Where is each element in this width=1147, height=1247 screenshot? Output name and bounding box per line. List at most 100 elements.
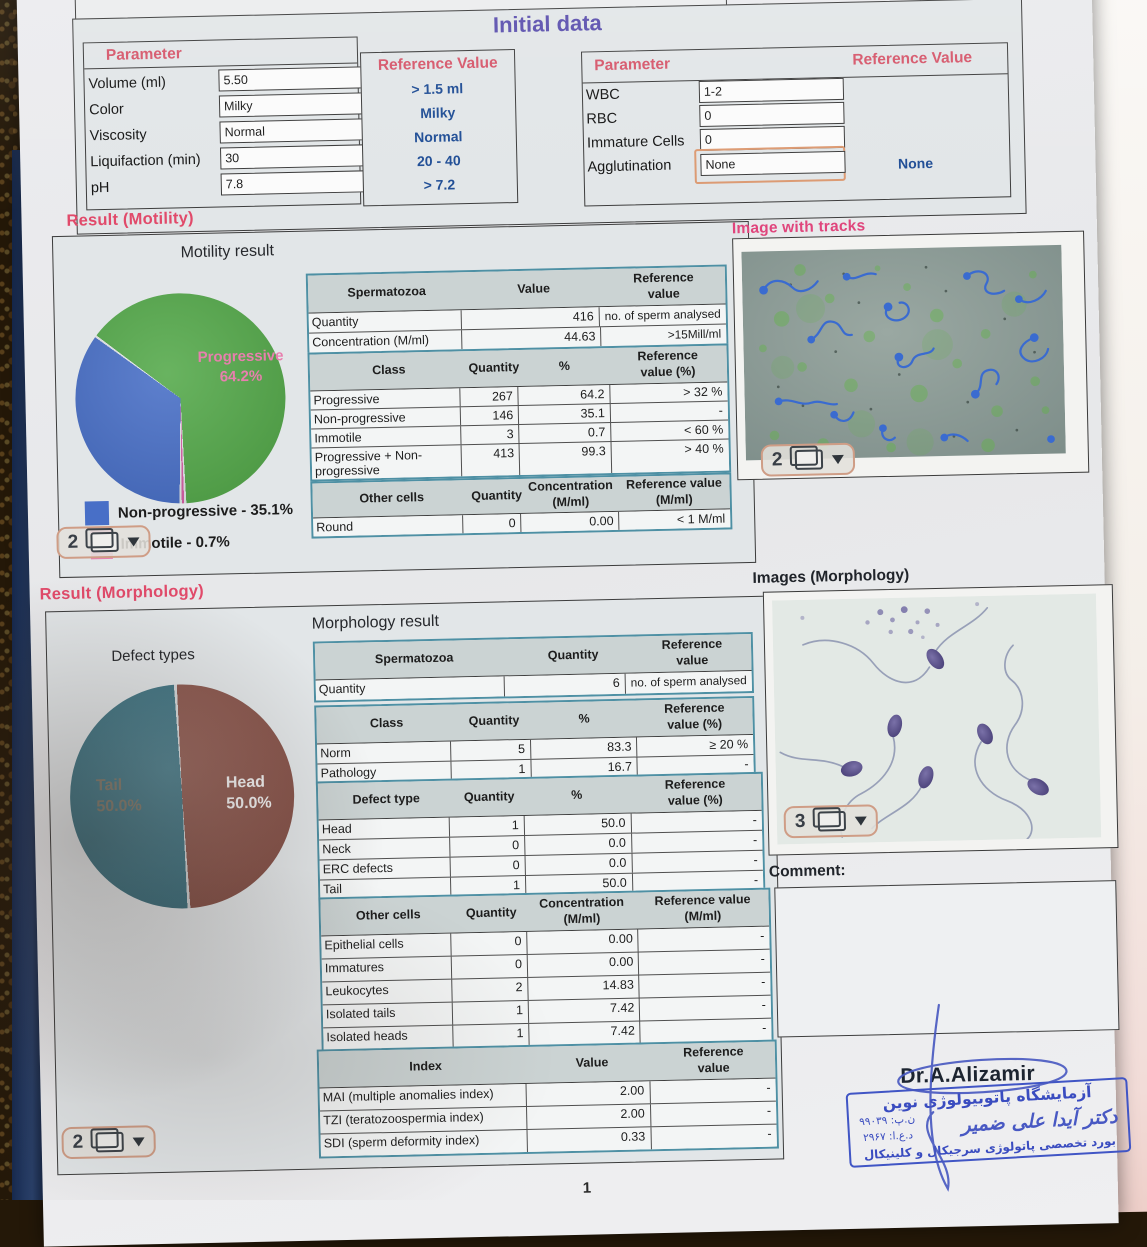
cell: 267 [459, 387, 519, 407]
reference-value: Milky [420, 104, 456, 122]
cell: MAI (multiple anomalies index) [322, 1086, 494, 1105]
col-header: Reference value (%) [637, 348, 699, 380]
cell: 0 [449, 856, 525, 877]
cell: 50.0 [523, 813, 631, 836]
param-header: Parameter [105, 45, 182, 64]
morphology-images-title: Images (Morphology) [752, 566, 910, 587]
cell: 1 [452, 1023, 529, 1048]
col-header: % [558, 359, 571, 374]
param-label: pH [90, 179, 110, 197]
cell: Immatures [324, 960, 385, 976]
color-input[interactable]: Milky [218, 92, 365, 118]
param-label: Agglutination [587, 157, 672, 176]
stamp-number-1: ن.پ: ۹۹۰۳۹ [858, 1113, 916, 1129]
cell: Norm [320, 745, 351, 761]
col-header: Reference value [682, 1044, 744, 1076]
reference-value: > 1.5 ml [411, 80, 464, 98]
cell: ≥ 20 % [636, 734, 754, 757]
param-label: Volume (ml) [88, 74, 167, 93]
dropdown-triangle-icon [127, 536, 140, 547]
cell: 2.00 [525, 1104, 650, 1130]
liquifaction-input[interactable]: 30 [219, 144, 366, 170]
cell: - [609, 401, 729, 423]
slice-label-text: Tail [95, 776, 123, 795]
col-header: Spermatozoa [347, 283, 427, 300]
snapshot-count: 2 [771, 449, 783, 471]
cell: Quantity [318, 681, 366, 697]
defect-types-title: Defect types [111, 646, 195, 665]
col-header: Quantity [471, 488, 523, 504]
col-header: Quantity [468, 360, 520, 376]
motility-other-cells-table: Other cells Quantity Concentration (M/ml… [310, 472, 733, 539]
viscosity-input[interactable]: Normal [219, 118, 365, 144]
snapshot-button[interactable]: 2 [56, 525, 151, 560]
pie-slice-label-tail: Tail 50.0% [96, 775, 142, 818]
cell: Neck [322, 841, 351, 857]
col-header: Other cells [359, 490, 425, 506]
cell: - [639, 995, 772, 1021]
reference-header: Reference Value [852, 49, 973, 69]
col-header: Reference value (%) [664, 776, 726, 808]
comment-label: Comment: [768, 862, 846, 881]
wbc-input[interactable]: 1-2 [698, 77, 845, 104]
cell: 0 [450, 931, 527, 956]
report-page: Initial data Parameter Volume (ml) Color… [16, 0, 1132, 1247]
rbc-input[interactable]: 0 [699, 101, 845, 128]
cell: < 1 M/ml [618, 509, 731, 530]
cell: 5 [450, 739, 531, 761]
cell: Progressive + Non-progressive [314, 448, 423, 479]
cell: 1 [448, 816, 524, 837]
cell: - [630, 830, 763, 853]
morphology-index-table: Index Value Reference value MAI (multipl… [316, 1039, 779, 1159]
window-stack-icon [89, 531, 119, 553]
cell: TZI (teratozoospermia index) [323, 1109, 484, 1128]
cell: 99.3 [518, 442, 612, 476]
param-label: WBC [585, 86, 620, 104]
dropdown-triangle-icon [132, 1136, 145, 1147]
param-label: Immature Cells [586, 133, 685, 152]
cell: 0.33 [526, 1127, 651, 1153]
dropdown-triangle-icon [854, 816, 867, 826]
reference-value: > 7.2 [423, 176, 456, 194]
pie-slice-label-head: Head 50.0% [226, 773, 272, 816]
col-header: Reference value (%) [663, 700, 725, 732]
motility-section-title: Result (Motility) [66, 209, 194, 230]
snapshot-button[interactable]: 2 [760, 442, 855, 477]
cell: ERC defects [322, 860, 394, 877]
cell: no. of sperm analysed [624, 671, 752, 694]
cell: 64.2 [517, 385, 610, 406]
motility-spermatozoa-table: Spermatozoa Value Reference value Quanti… [305, 264, 729, 355]
col-header: Reference value (M/ml) [625, 475, 723, 508]
col-header: % [570, 787, 583, 803]
snapshot-button[interactable]: 3 [783, 804, 878, 839]
volume-input[interactable]: 5.50 [218, 66, 364, 92]
col-header: Quantity [468, 713, 520, 729]
morphology-image-frame: 3 [762, 584, 1119, 856]
cell: > 32 % [609, 382, 728, 404]
cell: 7.42 [527, 998, 640, 1023]
ph-input[interactable]: 7.8 [220, 170, 367, 196]
col-header: Other cells [355, 907, 421, 923]
cell: 14.83 [527, 975, 640, 1000]
col-header: Class [369, 715, 404, 731]
param-label: Viscosity [89, 127, 147, 145]
cell: Non-progressive [313, 410, 406, 427]
cell: Immotile [314, 430, 362, 446]
col-header: Quantity [547, 647, 599, 663]
pie-slice-label: Progressive 64.2% [179, 346, 302, 388]
param-label: RBC [586, 110, 618, 128]
cell: < 60 % [610, 420, 729, 442]
tracks-image-frame: 2 [732, 230, 1090, 481]
snapshot-button[interactable]: 2 [61, 1125, 156, 1160]
cell: 35.1 [518, 404, 611, 425]
stamp-number-2: د.ع.ا: ۲۹۶۷ [862, 1128, 914, 1144]
stamp-handwritten-name: دکتر آیدا علی ضمیر [960, 1105, 1118, 1137]
comment-box[interactable] [774, 880, 1120, 1038]
agglutination-input[interactable]: None [700, 150, 846, 176]
cell: 0.0 [523, 833, 632, 856]
legend-swatch-nonprogressive [84, 500, 110, 526]
cell: 0.00 [526, 952, 639, 977]
slice-label-value: 50.0% [226, 794, 272, 813]
cell: Progressive [313, 392, 380, 408]
reference-value: Normal [414, 128, 463, 146]
